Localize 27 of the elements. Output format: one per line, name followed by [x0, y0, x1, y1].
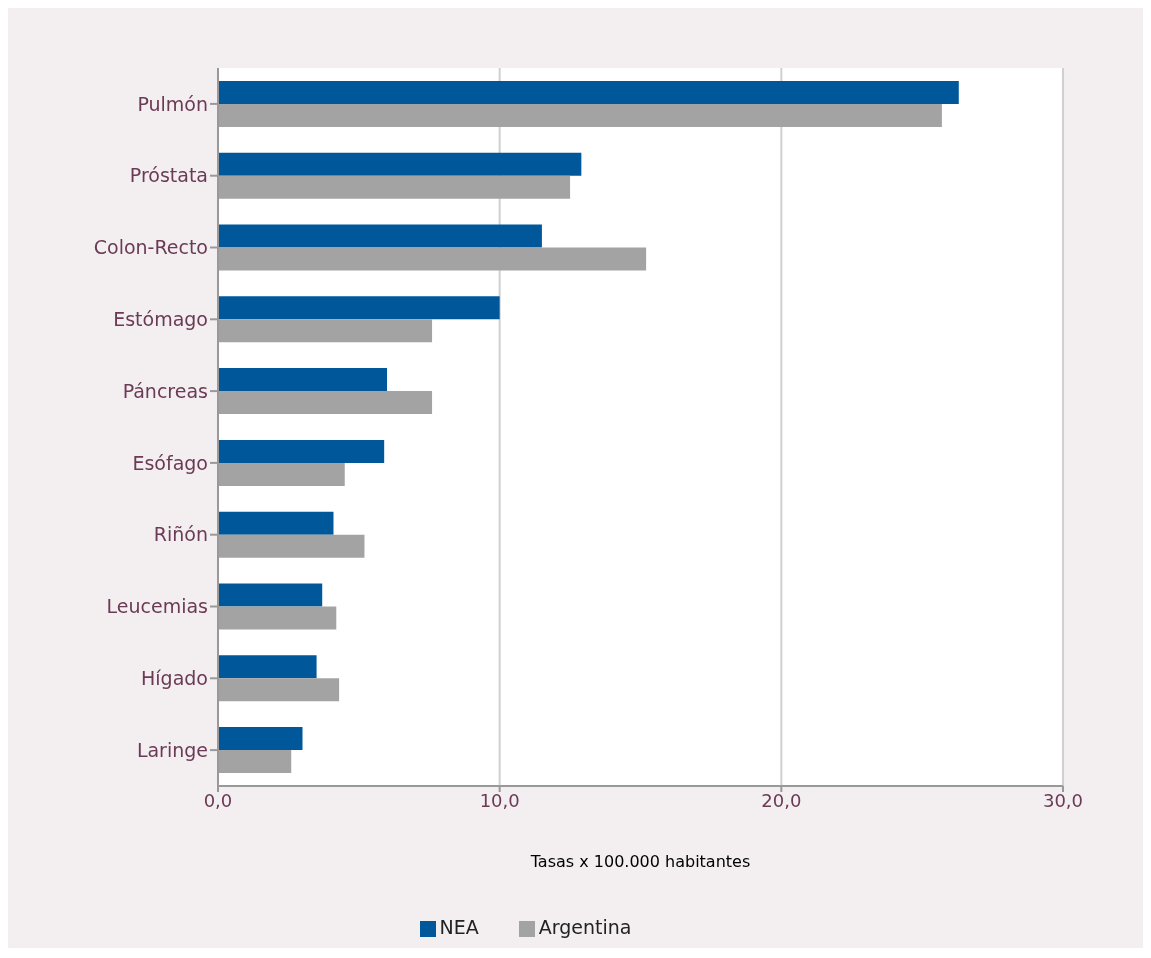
x-tick-label: 10,0: [479, 789, 520, 811]
y-tick-label: Páncreas: [122, 379, 208, 402]
bar: [218, 439, 385, 463]
y-tick-label: Próstata: [129, 164, 208, 187]
x-tick-label: 0,0: [203, 789, 233, 811]
bar: [218, 727, 303, 751]
bar: [218, 296, 500, 320]
legend-label: NEA: [439, 916, 479, 938]
bar: [218, 583, 323, 607]
y-tick-label: Hígado: [141, 667, 208, 690]
x-axis-title: Tasas x 100.000 habitantes: [529, 852, 751, 872]
bar: [218, 655, 317, 679]
bar: [218, 80, 959, 104]
y-tick-label: Leucemias: [106, 595, 208, 618]
bar: [218, 224, 542, 248]
y-tick-label: Pulmón: [137, 92, 208, 115]
y-tick-label: Riñón: [153, 523, 208, 546]
bar: [218, 368, 387, 392]
legend-label: Argentina: [538, 916, 632, 938]
y-tick-label: Colon-Recto: [93, 236, 208, 259]
bar: [218, 511, 334, 535]
x-tick-label: 30,0: [1042, 789, 1084, 811]
bar: [218, 152, 582, 176]
y-tick-label: Estómago: [113, 308, 208, 331]
x-tick-label: 20,0: [761, 789, 802, 811]
y-tick-label: Esófago: [132, 451, 208, 474]
y-tick-label: Laringe: [136, 738, 208, 761]
